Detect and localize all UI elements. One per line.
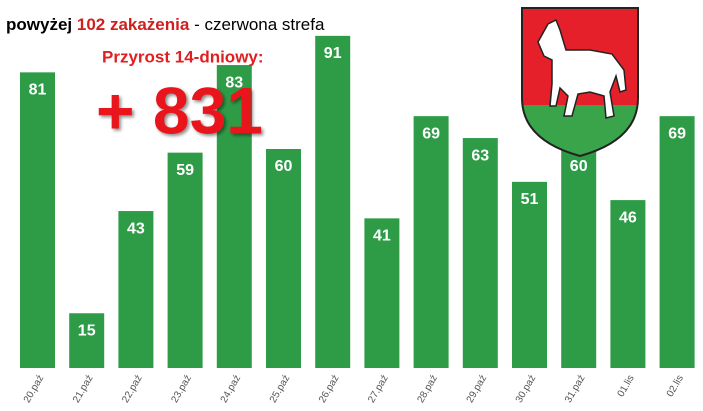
value-label: 46: [619, 209, 637, 226]
value-label: 83: [225, 74, 243, 91]
value-label: 59: [176, 162, 194, 179]
bar: [659, 116, 695, 369]
annotation-label: Przyrost 14-dniowy:: [102, 47, 264, 66]
value-label: 69: [668, 125, 686, 142]
bar: [20, 72, 55, 368]
value-label: 63: [471, 147, 489, 164]
annotation-value: + 831: [96, 73, 263, 147]
bar: [118, 211, 154, 368]
bar: [364, 218, 400, 368]
value-label: 60: [275, 158, 293, 175]
title-part: 102 zakażenia: [77, 15, 190, 34]
value-label: 69: [422, 125, 440, 142]
bar: [610, 200, 646, 368]
bar: [413, 116, 449, 369]
bar: [315, 35, 351, 368]
title-part: powyżej: [6, 15, 72, 34]
value-label: 15: [78, 322, 96, 339]
bars: 8120.paź1521.paź4322.paź5923.paź8324.paź…: [20, 35, 695, 405]
value-label: 43: [127, 220, 145, 237]
chart-title: powyżej 102 zakażenia - czerwona strefa: [6, 15, 325, 34]
bar: [266, 149, 301, 368]
bar: [216, 65, 252, 369]
bar: [167, 152, 203, 368]
value-label: 91: [324, 45, 342, 62]
value-label: 41: [373, 228, 391, 245]
bar: [462, 138, 498, 368]
title-part: - czerwona strefa: [194, 15, 325, 34]
coat-of-arms: [521, 7, 639, 158]
bar: [69, 313, 105, 368]
value-label: 81: [29, 82, 47, 99]
value-label: 60: [570, 158, 588, 175]
value-label: 51: [521, 191, 539, 208]
bar: [561, 149, 597, 368]
bar: [512, 181, 547, 368]
